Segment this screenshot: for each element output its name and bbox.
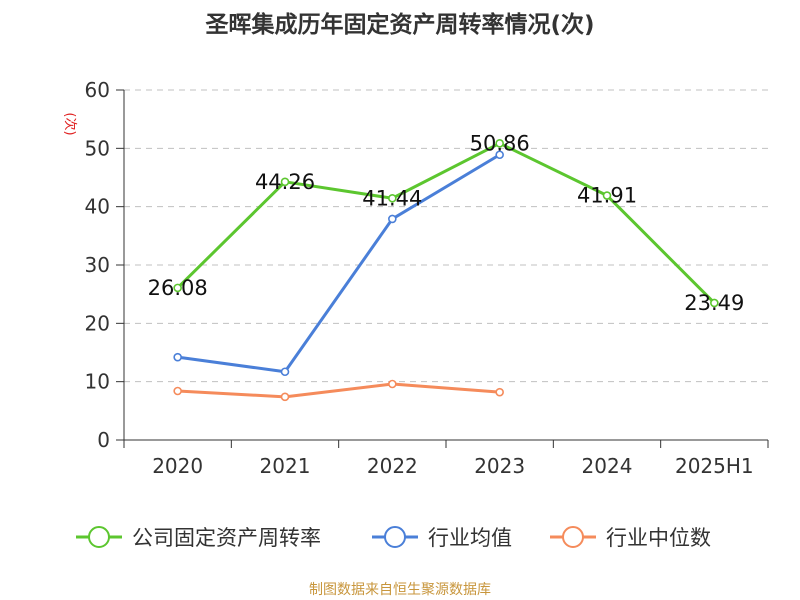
- series-line: [176, 382, 502, 399]
- legend-marker: [88, 526, 110, 548]
- data-point[interactable]: [710, 298, 719, 308]
- x-tick-label: 2021: [260, 454, 311, 478]
- x-tick-label: 2024: [582, 454, 633, 478]
- data-point[interactable]: [602, 191, 612, 200]
- y-tick-label: 20: [85, 311, 110, 335]
- series-line: [176, 153, 502, 374]
- data-point[interactable]: [173, 352, 182, 362]
- data-point[interactable]: [495, 387, 504, 397]
- data-point[interactable]: [495, 139, 504, 148]
- x-tick-label: 2023: [474, 454, 525, 478]
- data-label: 23.49: [684, 291, 744, 315]
- legend-item-2[interactable]: 行业中位数: [550, 526, 711, 550]
- axes: 0 10 20 30 40 50 60 2020 2021 2022 2023 2024 2025H1: [85, 78, 769, 478]
- legend-item-0[interactable]: 公司固定资产周转率: [76, 526, 321, 550]
- y-axis-label: (次): [62, 112, 78, 135]
- series-line: [176, 141, 716, 305]
- series-2: [173, 379, 504, 402]
- y-tick-label: 10: [85, 370, 110, 394]
- data-labels: 26.08 44.26 41.44 50.86 41.91 23.49: [148, 131, 745, 315]
- y-tick-label: 0: [97, 428, 110, 452]
- data-point[interactable]: [280, 392, 290, 402]
- legend: 公司固定资产周转率 行业均值 行业中位数: [76, 526, 711, 550]
- x-tick-label: 2022: [367, 454, 418, 478]
- data-point[interactable]: [280, 177, 290, 187]
- data-label: 50.86: [470, 131, 530, 155]
- x-tick-label: 2020: [152, 454, 203, 478]
- data-point[interactable]: [388, 379, 397, 389]
- data-point[interactable]: [280, 367, 290, 377]
- legend-label: 行业均值: [428, 526, 512, 550]
- chart-title: 圣晖集成历年固定资产周转率情况(次): [205, 11, 594, 38]
- legend-label: 行业中位数: [606, 526, 711, 550]
- data-point[interactable]: [173, 386, 182, 396]
- grid-lines: [124, 89, 768, 383]
- series-0: [173, 139, 719, 308]
- series-1: [173, 150, 504, 377]
- y-tick-label: 60: [85, 78, 110, 102]
- data-point[interactable]: [388, 214, 397, 224]
- legend-item-1[interactable]: 行业均值: [372, 526, 512, 550]
- data-point[interactable]: [388, 193, 397, 203]
- data-point[interactable]: [173, 283, 182, 293]
- x-tick-label: 2025H1: [675, 454, 754, 478]
- y-tick-label: 50: [85, 136, 110, 160]
- source-note: 制图数据来自恒生聚源数据库: [309, 582, 491, 598]
- series-group: [173, 139, 719, 402]
- y-tick-label: 30: [85, 253, 110, 277]
- data-label: 26.08: [148, 276, 208, 300]
- y-tick-label: 40: [85, 195, 110, 219]
- legend-label: 公司固定资产周转率: [132, 526, 321, 550]
- data-label: 41.44: [362, 186, 422, 210]
- data-label: 41.91: [577, 184, 637, 208]
- legend-marker: [384, 526, 406, 548]
- data-point[interactable]: [495, 150, 504, 160]
- data-label: 44.26: [255, 170, 315, 194]
- legend-marker: [562, 526, 584, 548]
